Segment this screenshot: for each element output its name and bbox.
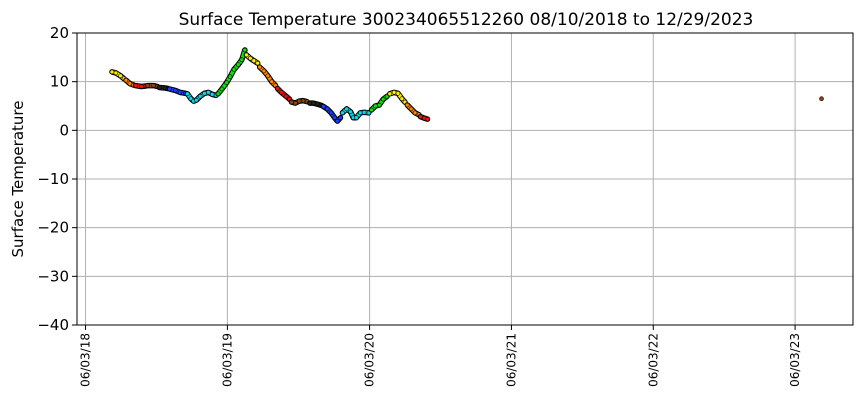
x-tick-label: 06/03/23 <box>788 333 802 387</box>
y-tick-label: 20 <box>50 24 69 42</box>
y-tick-label: −10 <box>37 170 69 188</box>
data-point <box>261 68 267 74</box>
data-point <box>185 91 190 97</box>
data-point <box>109 69 115 75</box>
x-tick-label: 06/03/19 <box>220 333 234 387</box>
data-point <box>373 103 378 109</box>
data-point <box>408 106 414 112</box>
data-point <box>338 115 343 120</box>
data-point <box>328 110 334 116</box>
y-tick-label: 0 <box>59 121 69 139</box>
data-series <box>109 47 824 124</box>
data-point <box>244 52 249 58</box>
data-point <box>239 57 245 63</box>
y-tick-label: −40 <box>37 316 69 334</box>
x-tick-label: 06/03/20 <box>363 333 377 387</box>
data-point <box>279 90 284 95</box>
data-point <box>361 110 367 115</box>
data-point <box>380 96 386 102</box>
data-point <box>209 92 215 97</box>
y-tick-label: 10 <box>50 73 69 91</box>
data-point <box>348 109 353 115</box>
x-tick-label: 06/03/18 <box>79 333 93 387</box>
data-point <box>157 85 162 90</box>
data-point <box>296 98 302 104</box>
data-point <box>242 47 248 53</box>
data-point <box>321 104 326 109</box>
data-point <box>344 106 349 112</box>
data-point <box>193 97 199 103</box>
series-line <box>167 87 188 96</box>
data-point <box>113 70 119 76</box>
data-point <box>412 110 418 116</box>
data-point <box>310 100 316 106</box>
data-point <box>127 81 133 86</box>
data-point <box>231 67 237 72</box>
data-point <box>418 114 423 120</box>
data-point <box>269 79 274 84</box>
x-tick-label: 06/03/22 <box>646 333 660 387</box>
data-point <box>425 116 430 122</box>
data-point <box>314 101 320 107</box>
data-point <box>224 80 229 85</box>
data-point <box>332 115 337 120</box>
data-point <box>283 93 289 99</box>
data-point <box>377 102 382 108</box>
data-point <box>257 64 262 70</box>
data-point <box>275 86 280 91</box>
data-point <box>340 110 345 116</box>
grid-lines <box>77 32 853 326</box>
y-tick-label: −20 <box>37 219 69 237</box>
data-point <box>151 83 156 88</box>
data-point <box>395 91 401 96</box>
chart-title: Surface Temperature 300234065512260 08/1… <box>179 10 754 30</box>
data-point <box>369 107 374 113</box>
data-point <box>293 100 298 106</box>
data-point <box>387 91 393 97</box>
data-point <box>391 90 397 95</box>
data-point <box>300 98 306 103</box>
data-point <box>219 86 225 92</box>
y-tick-label: −30 <box>37 267 69 285</box>
data-point <box>227 74 233 80</box>
data-point <box>177 90 183 95</box>
data-point <box>173 88 178 93</box>
data-point <box>357 110 363 116</box>
data-point <box>324 106 330 112</box>
data-point <box>265 73 271 79</box>
data-point <box>248 56 253 61</box>
data-point <box>197 93 203 99</box>
y-axis-label: Surface Temperature <box>9 101 27 258</box>
data-point <box>118 73 123 79</box>
data-point <box>202 91 207 96</box>
axis-ticks: −40 −30 −20 −10 0 10 20 06/03/18 06/03/19 06/03/2… <box>37 24 802 387</box>
data-point <box>235 62 241 67</box>
data-point <box>335 118 340 124</box>
x-tick-label: 06/03/21 <box>504 333 518 387</box>
data-point <box>215 91 221 97</box>
data-point <box>145 83 151 88</box>
data-point <box>289 99 294 105</box>
data-point <box>206 90 211 95</box>
data-point <box>167 86 172 92</box>
data-point <box>133 83 138 88</box>
data-point <box>399 96 405 101</box>
data-point <box>404 102 410 108</box>
data-point <box>354 115 359 120</box>
data-point <box>139 84 144 89</box>
data-point <box>251 58 257 64</box>
data-point <box>819 96 824 101</box>
data-point <box>123 77 129 83</box>
